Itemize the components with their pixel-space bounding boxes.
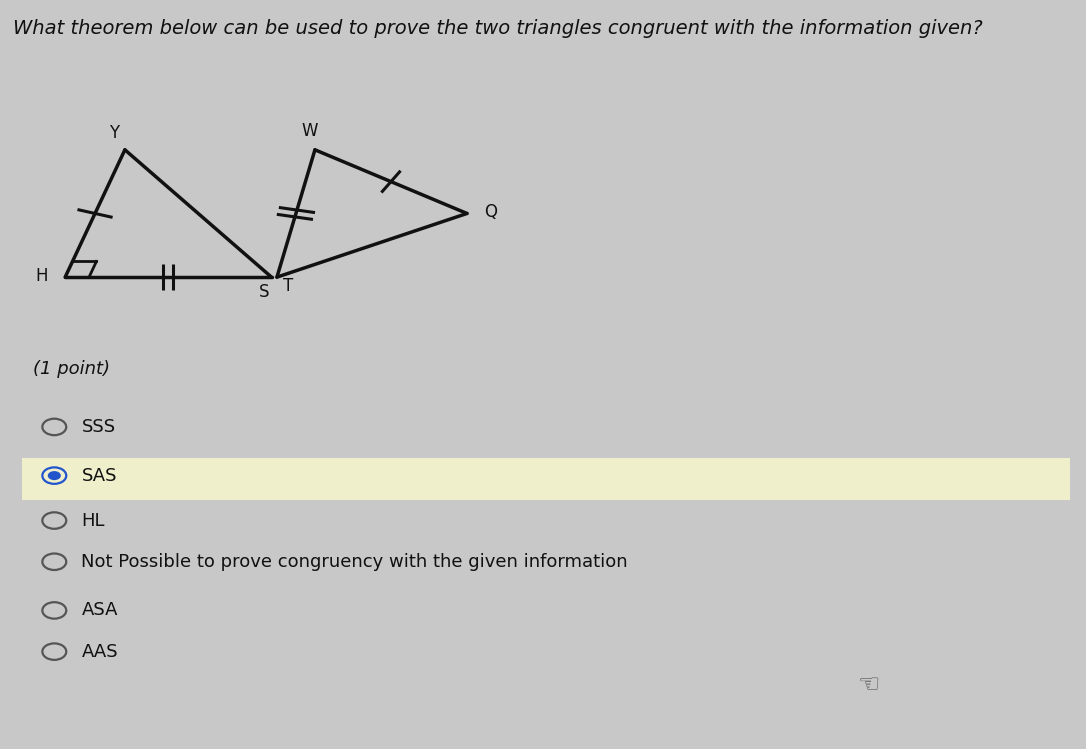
- Text: SSS: SSS: [81, 418, 115, 436]
- Circle shape: [48, 471, 61, 480]
- Text: ☜: ☜: [858, 673, 880, 697]
- Text: SAS: SAS: [81, 467, 117, 485]
- Text: W: W: [301, 122, 318, 140]
- FancyBboxPatch shape: [22, 458, 1070, 500]
- Text: H: H: [35, 267, 48, 285]
- Text: Not Possible to prove congruency with the given information: Not Possible to prove congruency with th…: [81, 553, 628, 571]
- Text: (1 point): (1 point): [33, 360, 110, 377]
- Text: HL: HL: [81, 512, 105, 530]
- Text: Q: Q: [484, 203, 497, 221]
- Text: AAS: AAS: [81, 643, 118, 661]
- Text: T: T: [282, 277, 293, 295]
- Text: S: S: [258, 283, 269, 301]
- Text: ASA: ASA: [81, 601, 118, 619]
- Text: Y: Y: [109, 124, 119, 142]
- Text: What theorem below can be used to prove the two triangles congruent with the inf: What theorem below can be used to prove …: [13, 19, 983, 37]
